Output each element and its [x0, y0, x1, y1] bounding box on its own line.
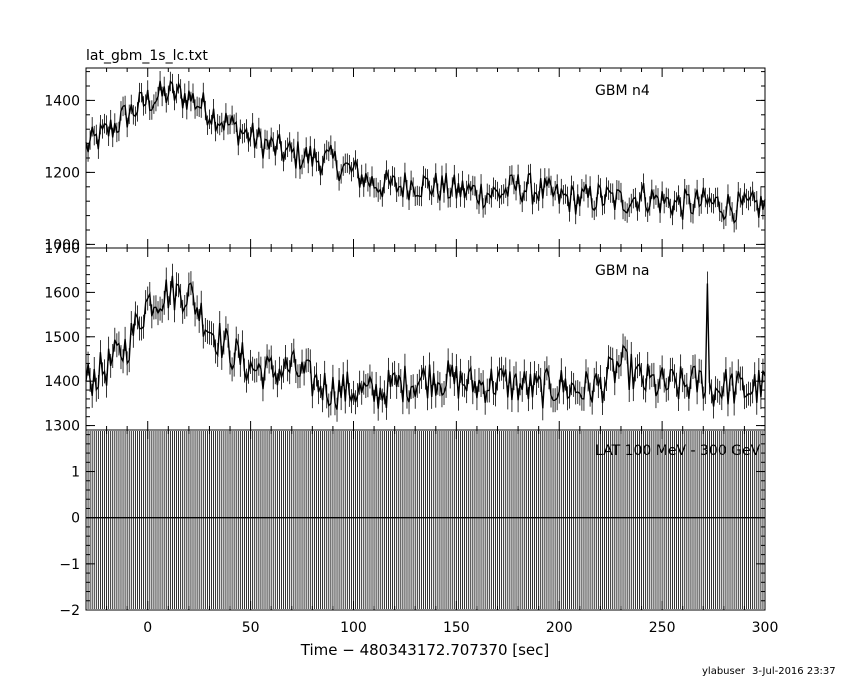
panel-2-ytick-label: 1600: [44, 285, 80, 301]
panel-3-ytick-label: 1: [71, 465, 80, 481]
panel-2-ytick-label: 1500: [44, 330, 80, 346]
panel-3-ytick-label: −2: [59, 603, 80, 619]
x-tick-label: 200: [546, 620, 573, 636]
panel-2-ytick-label: 1400: [44, 374, 80, 390]
footer-date: 3-Jul-2016 23:37: [752, 666, 836, 677]
footer-user: ylabuser: [702, 666, 746, 677]
panel-3-ytick-label: −1: [59, 557, 80, 573]
panel-2-label: GBM na: [595, 263, 649, 279]
x-tick-label: 250: [649, 620, 676, 636]
x-tick-label: 50: [242, 620, 260, 636]
x-tick-label: 300: [752, 620, 779, 636]
panel-1-series-line: [85, 79, 766, 225]
panel-2-frame: [85, 247, 766, 431]
panel-1-ytick-label: 1000: [44, 237, 80, 253]
panel-2-ytick-label: 1700: [44, 241, 80, 257]
panel-2-ytick-label: 1300: [44, 419, 80, 435]
file-title: lat_gbm_1s_lc.txt: [86, 48, 208, 64]
panel-1-ytick-label: 1200: [44, 165, 80, 181]
x-tick-label: 150: [443, 620, 470, 636]
panel-3-ytick-label: 0: [71, 511, 80, 527]
panel-3-label: LAT 100 MeV - 300 GeV: [595, 443, 761, 459]
x-tick-label: 0: [143, 620, 152, 636]
x-axis-label: Time − 480343172.707370 [sec]: [300, 641, 550, 659]
panel-2-series-line: [85, 275, 766, 410]
panel-1-label: GBM n4: [595, 83, 650, 99]
x-tick-label: 100: [340, 620, 367, 636]
panel-1-ytick-label: 1400: [44, 93, 80, 109]
